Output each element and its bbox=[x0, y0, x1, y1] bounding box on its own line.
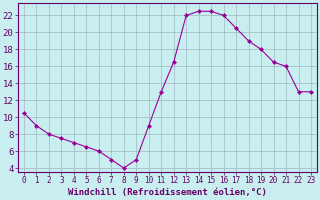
X-axis label: Windchill (Refroidissement éolien,°C): Windchill (Refroidissement éolien,°C) bbox=[68, 188, 267, 197]
